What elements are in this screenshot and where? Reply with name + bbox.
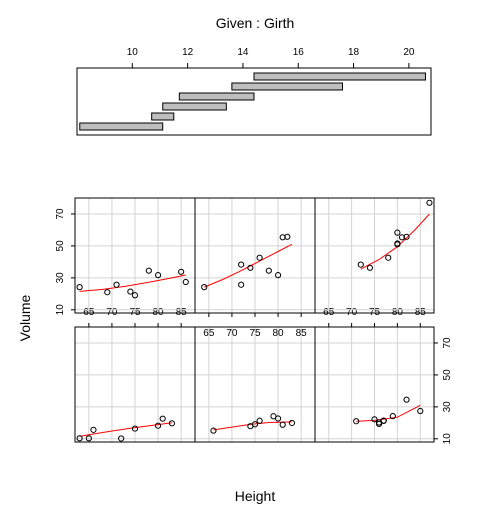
given-tick-label: 10 [127,47,139,58]
given-panel: 10 12 14 16 18 20 [76,47,432,136]
data-point [251,421,259,428]
data-point [238,261,245,268]
smooth-curve [213,421,292,431]
data-point [118,435,125,442]
smooth-curve [204,243,293,288]
data-point [182,278,189,286]
y-tick-label: 50 [442,369,453,381]
data-point [85,435,92,442]
data-point [238,281,245,288]
data-point [76,284,83,291]
y-axis-title: Volume [17,294,33,341]
x-axis-title: Height [235,488,276,504]
data-point [76,435,83,442]
data-point [288,419,296,427]
data-point [90,426,97,433]
data-point [380,417,387,424]
given-interval-bar [231,82,343,91]
x-tick-label: 65 [203,328,215,339]
given-tick-label: 14 [237,47,249,58]
data-point [274,415,282,422]
data-point [394,229,401,236]
y-tick-label: 70 [442,337,453,349]
given-interval-bar [178,92,255,101]
x-tick-label: 70 [226,328,238,339]
y-tick-label: 30 [442,401,453,413]
panel-4: 10 30 50 70 [55,197,196,316]
data-point [371,416,378,423]
panel-1: 65 70 75 80 85 [74,307,196,443]
given-tick-label: 12 [182,47,194,58]
given-interval-bar [151,112,175,121]
data-point [353,418,360,425]
panel-6 [314,197,435,314]
y-tick-label: 10 [442,433,453,445]
given-tick-label: 20 [403,47,415,58]
data-point [104,289,111,296]
data-point [265,267,272,274]
smooth-curve [356,404,421,422]
data-point [210,427,217,434]
given-panel-frame [76,67,432,136]
x-tick-label: 85 [296,328,308,339]
x-tick-label: 75 [249,328,261,339]
chart-title: Given : Girth [216,15,295,31]
data-point [389,413,396,420]
data-point [274,272,282,279]
given-interval-bar [253,72,426,81]
data-point [247,264,254,271]
data-point [385,254,392,261]
data-point [426,199,433,206]
data-point [159,415,166,422]
data-point [398,234,406,241]
given-tick-label: 16 [293,47,305,58]
given-tick-label: 18 [348,47,360,58]
data-point [394,240,401,247]
panel-2 [194,326,316,443]
data-point [154,272,162,279]
y-tick-label: 30 [55,272,66,284]
panel-5: 65 70 75 80 85 [194,197,316,339]
data-point [131,292,139,299]
y-tick-label: 70 [55,208,66,220]
data-point [366,264,374,271]
data-point [279,421,286,428]
data-point [256,417,263,424]
data-point [145,267,152,274]
data-point [113,281,120,288]
data-point [417,407,424,415]
given-interval-bar [162,102,227,111]
data-point [154,422,162,429]
data-point [403,396,410,403]
data-point [178,268,185,275]
data-point [168,420,176,427]
smooth-curve [79,274,186,292]
data-point [127,288,134,295]
given-interval-bar [79,122,164,131]
y-tick-label: 10 [55,304,66,316]
data-point [131,425,139,432]
data-point [403,233,410,240]
data-point [201,284,208,291]
data-point [279,234,286,241]
panel-frame [314,197,435,314]
data-point [256,254,263,261]
data-point [284,233,291,240]
x-tick-label: 80 [273,328,285,339]
data-point [357,261,364,268]
y-tick-label: 50 [55,240,66,252]
